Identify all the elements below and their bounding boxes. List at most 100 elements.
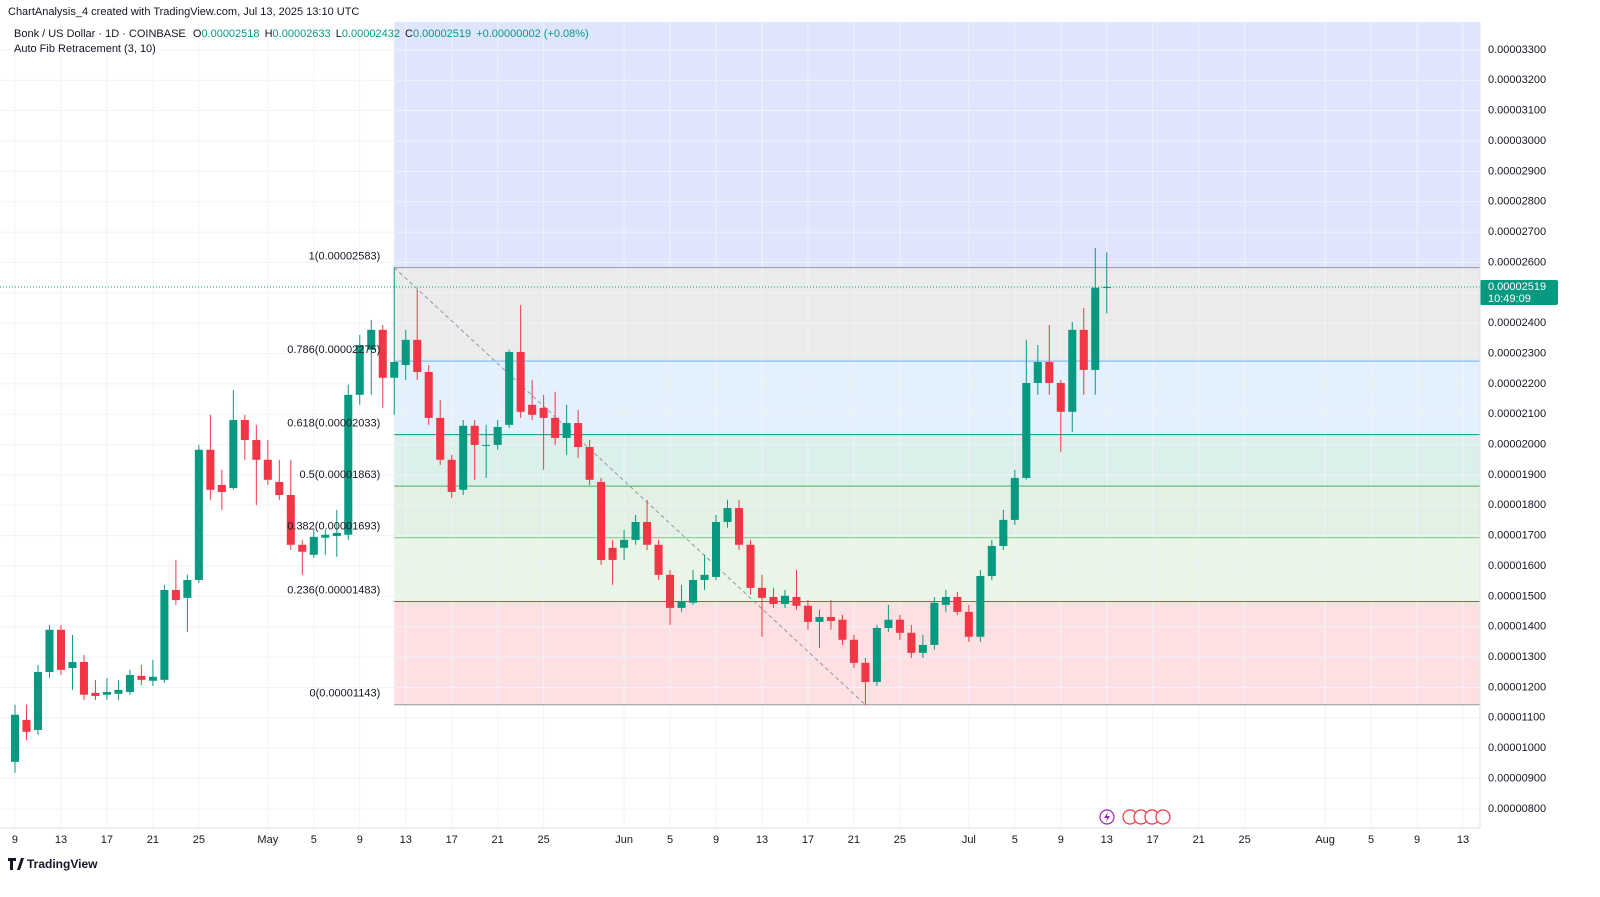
x-tick-label: 5	[311, 834, 317, 846]
x-tick-label: 13	[1457, 834, 1469, 846]
fib-zone	[394, 22, 1480, 268]
candle-body	[1091, 287, 1100, 370]
candle-body	[608, 547, 617, 560]
candle-body	[930, 602, 939, 645]
countdown: 10:49:09	[1488, 293, 1531, 305]
y-tick-label: 0.00002700	[1488, 226, 1546, 238]
x-tick-label: 5	[1368, 834, 1374, 846]
candle-body	[56, 629, 65, 670]
candle-body	[884, 619, 893, 628]
brand-name: TradingView	[27, 857, 98, 871]
candle-body	[286, 494, 295, 545]
candle-body	[953, 596, 962, 612]
candle-body	[700, 574, 709, 580]
legend: Bonk / US Dollar · 1D · COINBASE O0.0000…	[14, 28, 589, 40]
candle-body	[941, 596, 950, 605]
fib-label: 0(0.00001143)	[309, 688, 380, 700]
ohlc-value: 0.00002518	[201, 28, 259, 40]
grid	[0, 22, 1480, 828]
y-tick-label: 0.00002900	[1488, 165, 1546, 177]
candle-body	[298, 544, 307, 552]
x-tick-label: 5	[667, 834, 673, 846]
candle-body	[562, 423, 571, 438]
candle-body	[171, 589, 180, 601]
candle-body	[574, 423, 583, 448]
brand: TradingView	[8, 857, 98, 871]
candle-body	[79, 661, 88, 695]
candle-body	[849, 639, 858, 663]
candle-body	[459, 425, 468, 490]
candle-body	[528, 404, 537, 415]
candle-body	[10, 714, 20, 762]
y-tick-label: 0.00001200	[1488, 681, 1546, 693]
fib-zone	[394, 434, 1480, 487]
fib-label: 0.382(0.00001693)	[287, 521, 380, 533]
indicator: Auto Fib Retracement (3, 10)	[14, 43, 156, 55]
candle-body	[631, 521, 640, 540]
y-tick-label: 0.00001300	[1488, 651, 1546, 663]
y-tick-label: 0.00001000	[1488, 742, 1546, 754]
attribution: ChartAnalysis_4 created with TradingView…	[8, 6, 359, 18]
x-tick-label: 9	[713, 834, 719, 846]
candle-body	[987, 545, 996, 577]
y-tick-label: 0.00001700	[1488, 530, 1546, 542]
y-tick-label: 0.00002800	[1488, 196, 1546, 208]
candle-body	[240, 419, 249, 441]
candle-body	[321, 534, 330, 538]
candle-body	[907, 632, 916, 653]
candle-body	[367, 329, 376, 350]
y-tick-label: 0.00001500	[1488, 590, 1546, 602]
candle-body	[677, 601, 686, 608]
x-tick-label: 21	[848, 834, 860, 846]
candle-body	[137, 675, 146, 680]
candle-body	[390, 362, 399, 378]
x-tick-label: 25	[894, 834, 906, 846]
x-tick-label: 25	[193, 834, 205, 846]
candle-body	[263, 459, 272, 480]
candle-body	[620, 539, 629, 548]
candle-body	[1010, 477, 1019, 520]
ohlc-label: C	[405, 28, 413, 40]
candle-body	[378, 329, 387, 378]
x-tick-label: 5	[1012, 834, 1018, 846]
y-tick-label: 0.00001100	[1488, 712, 1545, 724]
candle-body	[838, 619, 847, 640]
candle-body	[355, 345, 364, 395]
candle-body	[780, 595, 789, 604]
event-icon[interactable]	[1155, 809, 1171, 825]
candle-body	[470, 425, 479, 445]
candle-body	[482, 444, 491, 446]
candle-body	[33, 671, 42, 730]
candle-body	[757, 587, 767, 598]
candle-body	[332, 532, 341, 536]
candle-body	[711, 521, 721, 577]
y-tick-label: 0.00001800	[1488, 499, 1546, 511]
candle-body	[183, 579, 192, 598]
y-tick-label: 0.00001900	[1488, 469, 1546, 481]
y-tick-label: 0.00002400	[1488, 317, 1546, 329]
candle-body	[918, 644, 927, 653]
y-tick-label: 0.00001600	[1488, 560, 1546, 572]
candle-body	[309, 536, 318, 555]
ohlc-value: 0.00002432	[342, 28, 400, 40]
ohlc-label: O	[193, 28, 202, 40]
x-tick-label: 21	[147, 834, 159, 846]
candle-body	[769, 596, 778, 604]
candle-body	[206, 449, 215, 490]
candle-body	[746, 544, 755, 588]
ohlc-value: 0.00002633	[273, 28, 331, 40]
candle-body	[643, 521, 652, 545]
x-tick-label: 9	[357, 834, 363, 846]
fib-label: 0.5(0.00001863)	[300, 469, 381, 481]
candle-body	[194, 449, 203, 580]
x-tick-label: 9	[12, 834, 18, 846]
y-tick-label: 0.00002100	[1488, 408, 1546, 420]
candle-body	[413, 339, 422, 373]
y-tick-label: 0.00000800	[1488, 803, 1546, 815]
candle-body	[539, 407, 548, 418]
candle-body	[1033, 362, 1042, 383]
x-tick-label: 13	[400, 834, 412, 846]
fib-label: 0.236(0.00001483)	[287, 584, 380, 596]
x-tick-label: Jun	[615, 834, 633, 846]
